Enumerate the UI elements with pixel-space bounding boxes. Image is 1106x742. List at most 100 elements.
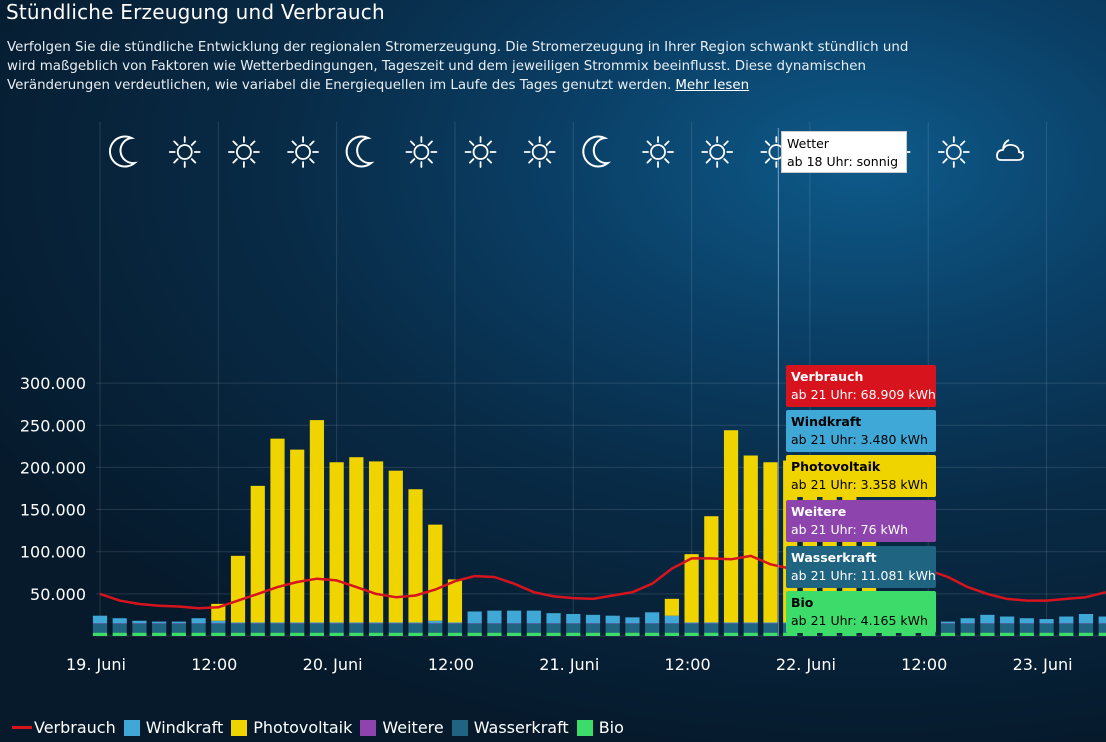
bar-weitere[interactable] [447, 623, 463, 624]
bar-bio[interactable] [191, 632, 206, 636]
bar-wasserkraft[interactable] [250, 623, 265, 633]
bar-bio[interactable] [132, 632, 147, 636]
bar-wasserkraft[interactable] [743, 623, 758, 633]
bar-bio[interactable] [230, 632, 246, 636]
bar-windkraft[interactable] [250, 622, 265, 624]
bar-bio[interactable] [1039, 632, 1054, 636]
legend-item-weitere[interactable]: Weitere [360, 718, 444, 737]
bar-photovoltaik[interactable] [428, 524, 443, 621]
bar-bio[interactable] [1000, 632, 1015, 636]
legend-item-wasserkraft[interactable]: Wasserkraft [451, 718, 569, 737]
bar-wasserkraft[interactable] [487, 623, 502, 633]
bar-windkraft[interactable] [743, 622, 758, 624]
bar-bio[interactable] [901, 632, 916, 636]
bar-wasserkraft[interactable] [171, 623, 186, 633]
bar-wasserkraft[interactable] [1019, 623, 1034, 633]
bar-weitere[interactable] [960, 623, 975, 624]
bar-bio[interactable] [309, 632, 325, 636]
bar-wasserkraft[interactable] [585, 623, 601, 633]
bar-bio[interactable] [802, 632, 818, 636]
bar-wasserkraft[interactable] [664, 623, 679, 633]
bar-wasserkraft[interactable] [566, 623, 581, 633]
bar-windkraft[interactable] [960, 618, 975, 624]
bar-bio[interactable] [960, 632, 975, 636]
bar-weitere[interactable] [585, 623, 601, 624]
bar-wasserkraft[interactable] [191, 623, 206, 633]
bar-wasserkraft[interactable] [980, 623, 995, 633]
bar-photovoltaik[interactable] [250, 485, 265, 623]
bar-windkraft[interactable] [487, 610, 502, 624]
bar-wasserkraft[interactable] [1039, 623, 1054, 633]
bar-bio[interactable] [467, 632, 482, 636]
bar-bio[interactable] [783, 632, 798, 636]
bar-photovoltaik[interactable] [447, 579, 463, 623]
bar-windkraft[interactable] [1078, 613, 1094, 624]
bar-windkraft[interactable] [940, 621, 956, 624]
bar-wasserkraft[interactable] [112, 623, 127, 633]
bar-photovoltaik[interactable] [743, 455, 758, 623]
legend-item-bio[interactable]: Bio [576, 718, 624, 737]
bar-bio[interactable] [250, 632, 265, 636]
bar-bio[interactable] [684, 632, 699, 636]
bar-windkraft[interactable] [447, 622, 463, 624]
bar-windkraft[interactable] [546, 613, 561, 624]
bar-bio[interactable] [723, 632, 739, 636]
bar-weitere[interactable] [645, 623, 660, 624]
bar-bio[interactable] [526, 632, 541, 636]
bar-bio[interactable] [743, 632, 758, 636]
bar-bio[interactable] [645, 632, 660, 636]
bar-wasserkraft[interactable] [152, 623, 167, 633]
bar-weitere[interactable] [428, 623, 443, 624]
bar-wasserkraft[interactable] [763, 623, 778, 633]
bar-weitere[interactable] [625, 623, 640, 624]
bar-bio[interactable] [92, 632, 108, 636]
bar-weitere[interactable] [368, 623, 384, 624]
bar-wasserkraft[interactable] [723, 623, 739, 633]
bar-wasserkraft[interactable] [349, 623, 364, 633]
bar-weitere[interactable] [132, 623, 147, 624]
bar-bio[interactable] [171, 632, 186, 636]
bar-windkraft[interactable] [1039, 619, 1054, 624]
bar-windkraft[interactable] [329, 622, 344, 624]
bar-wasserkraft[interactable] [92, 623, 108, 633]
bar-bio[interactable] [349, 632, 364, 636]
bar-bio[interactable] [290, 632, 305, 636]
bar-weitere[interactable] [684, 623, 699, 624]
legend-item-windkraft[interactable]: Windkraft [123, 718, 223, 737]
bar-photovoltaik[interactable] [349, 457, 364, 623]
bar-weitere[interactable] [526, 623, 541, 624]
bar-photovoltaik[interactable] [309, 420, 325, 623]
bar-wasserkraft[interactable] [309, 623, 325, 633]
bar-weitere[interactable] [1059, 623, 1074, 624]
bar-windkraft[interactable] [664, 615, 679, 624]
bar-weitere[interactable] [152, 623, 167, 624]
line-verbrauch[interactable] [99, 554, 1106, 610]
bar-wasserkraft[interactable] [270, 623, 285, 633]
bar-weitere[interactable] [270, 623, 285, 624]
bar-bio[interactable] [211, 632, 226, 636]
bar-bio[interactable] [605, 632, 620, 636]
legend-item-photovoltaik[interactable]: Photovoltaik [231, 718, 352, 737]
bar-weitere[interactable] [408, 623, 423, 624]
bar-wasserkraft[interactable] [645, 623, 660, 633]
bar-wasserkraft[interactable] [388, 623, 403, 633]
bar-bio[interactable] [822, 632, 837, 636]
bar-windkraft[interactable] [1019, 618, 1034, 624]
bar-weitere[interactable] [171, 623, 186, 624]
bar-wasserkraft[interactable] [1078, 623, 1094, 633]
bar-windkraft[interactable] [980, 614, 995, 624]
bar-photovoltaik[interactable] [290, 449, 305, 623]
bar-wasserkraft[interactable] [507, 623, 522, 633]
bar-photovoltaik[interactable] [684, 554, 699, 623]
bar-weitere[interactable] [211, 623, 226, 624]
bar-windkraft[interactable] [526, 610, 541, 624]
bar-bio[interactable] [921, 632, 936, 636]
bar-weitere[interactable] [487, 623, 502, 624]
bar-windkraft[interactable] [1000, 616, 1015, 624]
bar-windkraft[interactable] [368, 622, 384, 624]
bar-windkraft[interactable] [171, 621, 186, 624]
bar-windkraft[interactable] [723, 622, 739, 624]
bar-bio[interactable] [940, 632, 956, 636]
bar-windkraft[interactable] [230, 622, 246, 624]
